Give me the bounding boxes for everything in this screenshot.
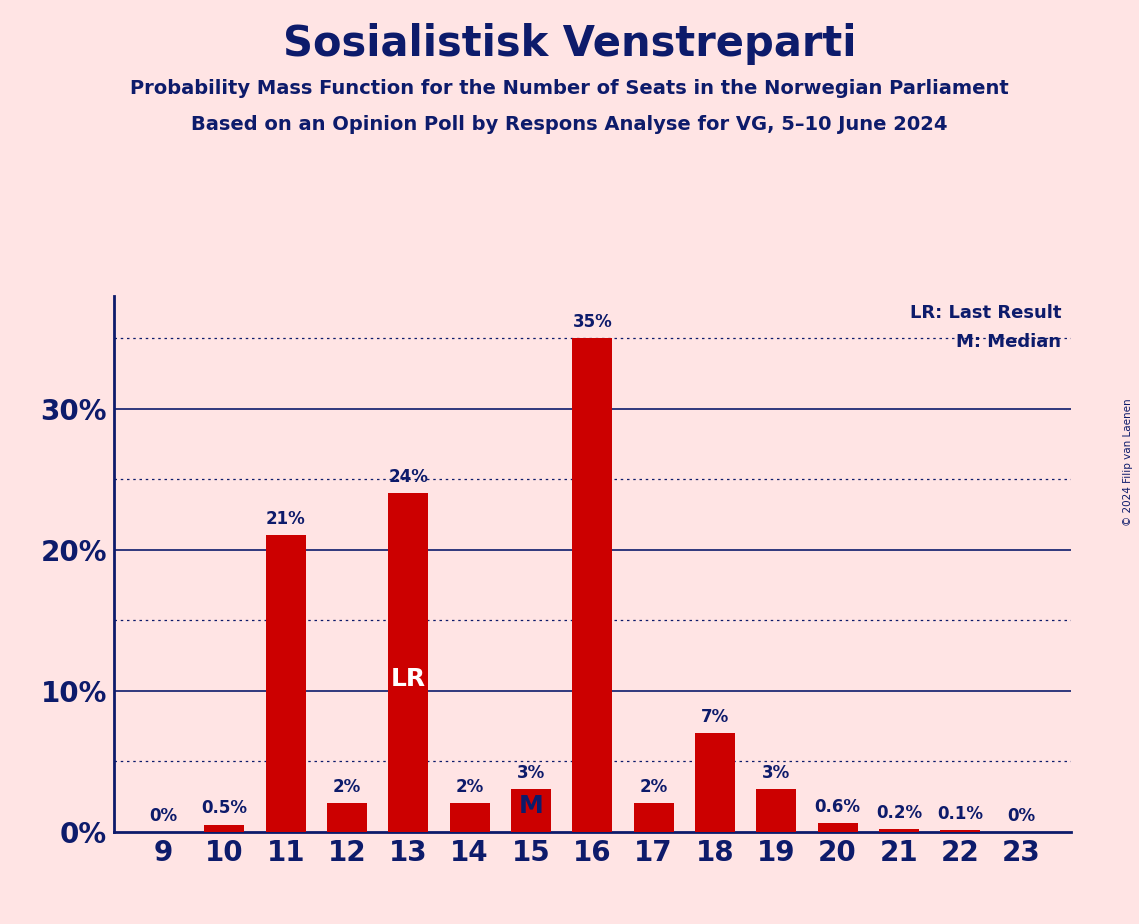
Bar	[695, 733, 735, 832]
Text: Based on an Opinion Poll by Respons Analyse for VG, 5–10 June 2024: Based on an Opinion Poll by Respons Anal…	[191, 116, 948, 135]
Text: 2%: 2%	[456, 778, 484, 796]
Text: 0.6%: 0.6%	[814, 798, 861, 816]
Text: 0.5%: 0.5%	[202, 799, 247, 818]
Text: Probability Mass Function for the Number of Seats in the Norwegian Parliament: Probability Mass Function for the Number…	[130, 79, 1009, 98]
Text: 2%: 2%	[639, 778, 667, 796]
Bar	[633, 803, 673, 832]
Text: 3%: 3%	[762, 764, 790, 783]
Text: M: Median: M: Median	[956, 334, 1062, 351]
Bar	[818, 823, 858, 832]
Text: 24%: 24%	[388, 468, 428, 486]
Text: LR: LR	[391, 667, 426, 691]
Text: 0.1%: 0.1%	[937, 805, 983, 823]
Text: 35%: 35%	[573, 313, 612, 331]
Text: Sosialistisk Venstreparti: Sosialistisk Venstreparti	[282, 23, 857, 65]
Bar	[204, 824, 244, 832]
Bar	[572, 338, 613, 832]
Bar	[756, 789, 796, 832]
Text: © 2024 Filip van Laenen: © 2024 Filip van Laenen	[1123, 398, 1133, 526]
Text: 0.2%: 0.2%	[876, 804, 921, 821]
Bar	[327, 803, 367, 832]
Text: LR: Last Result: LR: Last Result	[910, 304, 1062, 322]
Bar	[941, 830, 981, 832]
Bar	[511, 789, 551, 832]
Bar	[265, 535, 305, 832]
Bar	[450, 803, 490, 832]
Text: 7%: 7%	[700, 708, 729, 726]
Bar	[388, 493, 428, 832]
Text: 2%: 2%	[333, 778, 361, 796]
Bar	[879, 829, 919, 832]
Text: M: M	[518, 795, 543, 819]
Text: 0%: 0%	[149, 807, 177, 824]
Text: 3%: 3%	[517, 764, 546, 783]
Text: 0%: 0%	[1008, 807, 1035, 824]
Text: 21%: 21%	[265, 510, 305, 529]
